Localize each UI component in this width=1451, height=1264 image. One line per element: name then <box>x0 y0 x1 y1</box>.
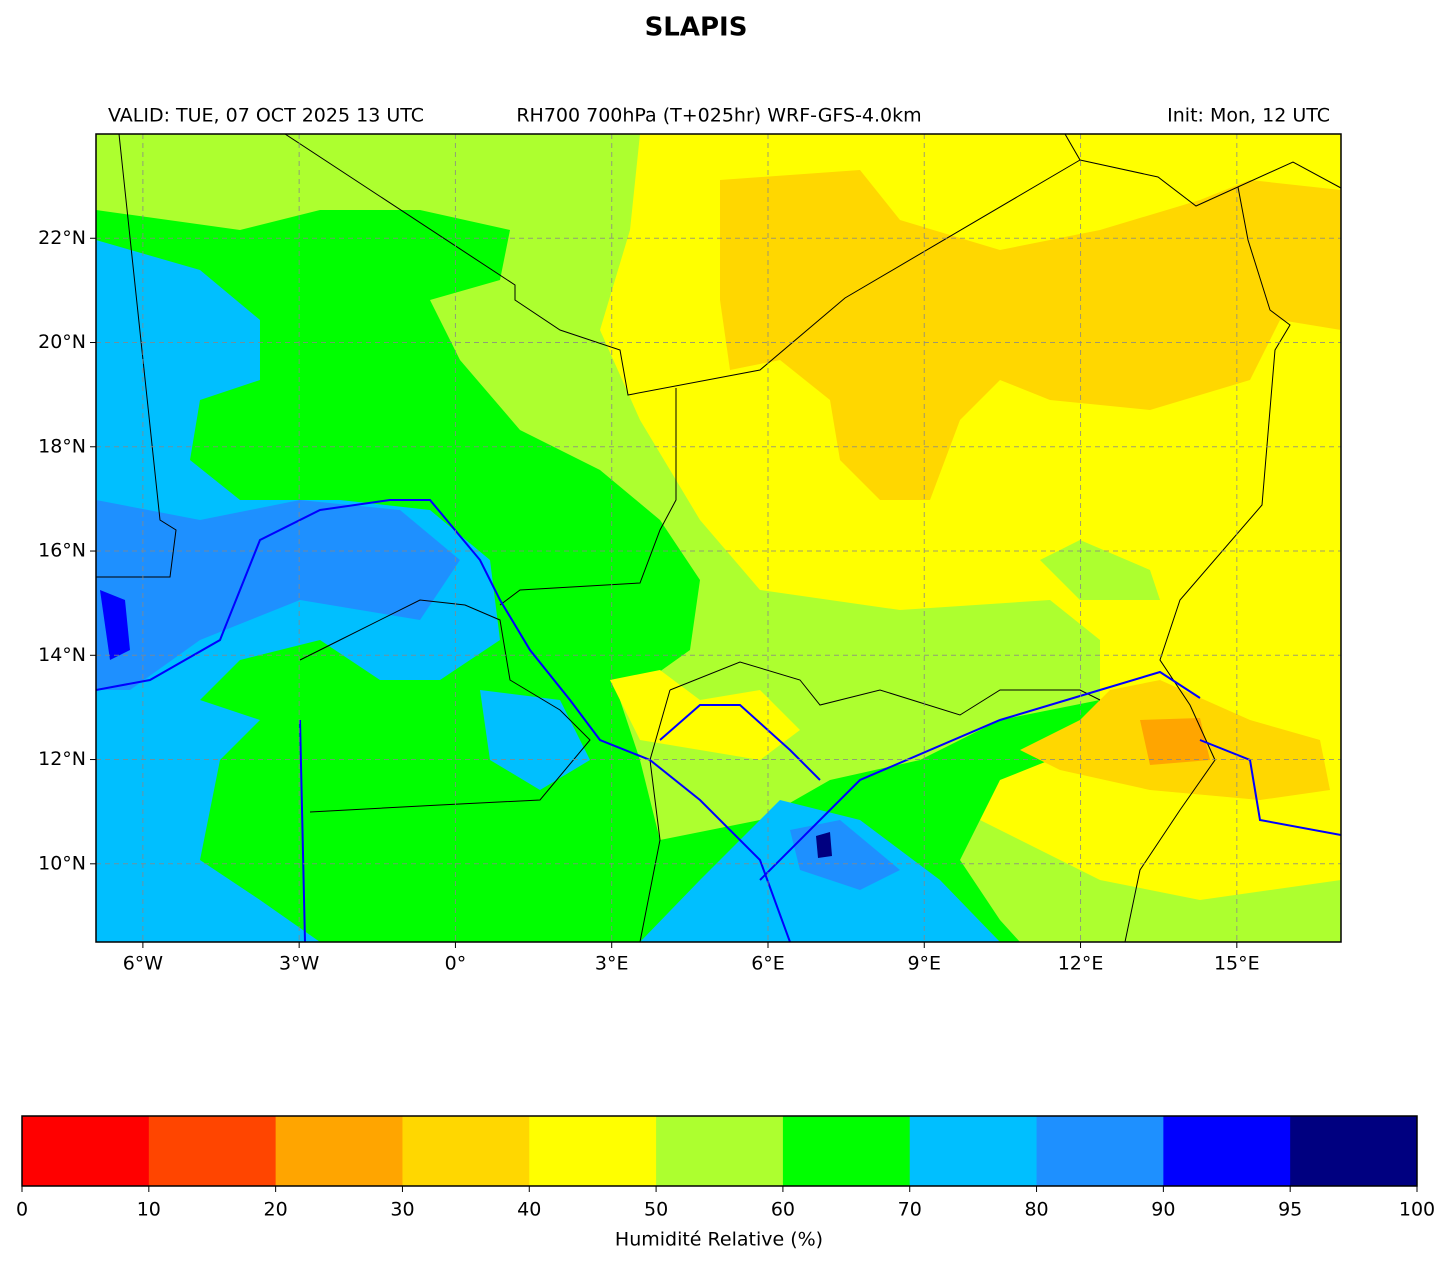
field-yellow <box>610 670 800 760</box>
colorbar-segment <box>148 1116 277 1186</box>
border <box>284 134 1081 396</box>
field-orange <box>1140 718 1210 765</box>
river <box>96 499 791 942</box>
field-blue <box>100 590 130 660</box>
colorbar-segment <box>22 1116 150 1186</box>
border <box>669 661 1101 716</box>
colorbar-segment <box>529 1116 657 1186</box>
map-frame <box>95 133 1342 943</box>
border <box>1124 186 1291 942</box>
y-tick-label: 10°N <box>38 852 86 874</box>
border <box>299 599 591 813</box>
map-field <box>96 134 1341 942</box>
y-tick-label: 16°N <box>38 540 86 562</box>
colorbar-frame <box>21 1115 1418 1187</box>
subtitle: RH700 700hPa (T+025hr) WRF-GFS-4.0km <box>516 105 921 127</box>
colorbar-tick-label: 60 <box>771 1199 795 1221</box>
colorbar-tick-label: 10 <box>137 1199 161 1221</box>
colorbar-segment <box>275 1116 403 1186</box>
field-lightblue <box>480 690 590 790</box>
x-tick-label: 3°W <box>279 953 320 975</box>
colorbar-segment <box>1290 1116 1418 1186</box>
border <box>1079 159 1341 207</box>
colorbar-tick-label: 90 <box>1151 1199 1175 1221</box>
x-tick-label: 9°E <box>907 953 941 975</box>
colorbar-tick-label: 30 <box>390 1199 414 1221</box>
colorbar-tick-label: 20 <box>264 1199 288 1221</box>
colorbar-segment <box>909 1116 1038 1186</box>
colorbar: 0 10 20 30 40 50 60 70 80 90 95 100 <box>16 1115 1435 1221</box>
colorbar-segment <box>402 1116 530 1186</box>
colorbar-tick-label: 100 <box>1399 1199 1435 1221</box>
field-green <box>96 210 1100 942</box>
colorbar-tick-label: 95 <box>1278 1199 1302 1221</box>
field-lightgreen <box>1040 540 1160 600</box>
y-tick-label: 12°N <box>38 748 86 770</box>
colorbar-segment <box>1036 1116 1164 1186</box>
border <box>499 388 677 606</box>
river <box>759 670 1201 881</box>
colorbar-tick-label: 50 <box>644 1199 668 1221</box>
border <box>639 689 671 942</box>
colorbar-segment <box>656 1116 784 1186</box>
field-gold <box>720 170 1341 500</box>
colorbar-segment <box>1163 1116 1291 1186</box>
x-tick-label: 0° <box>445 953 467 975</box>
field-dodgerblue <box>96 500 460 690</box>
grid: 6°W 3°W 0° 3°E 6°E 9°E 12°E 15°E 10°N 12°N 14°N 16°… <box>38 134 1341 975</box>
colorbar-tick-label: 80 <box>1024 1199 1048 1221</box>
colorbar-tick-label: 0 <box>16 1199 28 1221</box>
valid-time: VALID: TUE, 07 OCT 2025 13 UTC <box>108 105 424 127</box>
x-tick-label: 15°E <box>1214 953 1260 975</box>
x-tick-label: 6°W <box>123 953 164 975</box>
colorbar-tick-label: 40 <box>517 1199 541 1221</box>
border <box>96 134 177 578</box>
y-tick-label: 14°N <box>38 644 86 666</box>
title: SLAPIS <box>645 13 748 43</box>
colorbar-tick-label: 70 <box>898 1199 922 1221</box>
river <box>299 719 306 942</box>
x-tick-label: 3°E <box>595 953 629 975</box>
colorbar-label: Humidité Relative (%) <box>615 1229 823 1251</box>
colorbar-segment <box>782 1116 911 1186</box>
x-tick-label: 12°E <box>1058 953 1104 975</box>
init-time: Init: Mon, 12 UTC <box>1167 105 1330 127</box>
y-tick-label: 22°N <box>38 227 86 249</box>
field-navy <box>816 832 832 858</box>
river <box>1199 739 1341 836</box>
x-tick-label: 6°E <box>751 953 785 975</box>
y-tick-label: 20°N <box>38 331 86 353</box>
y-tick-label: 18°N <box>38 435 86 457</box>
